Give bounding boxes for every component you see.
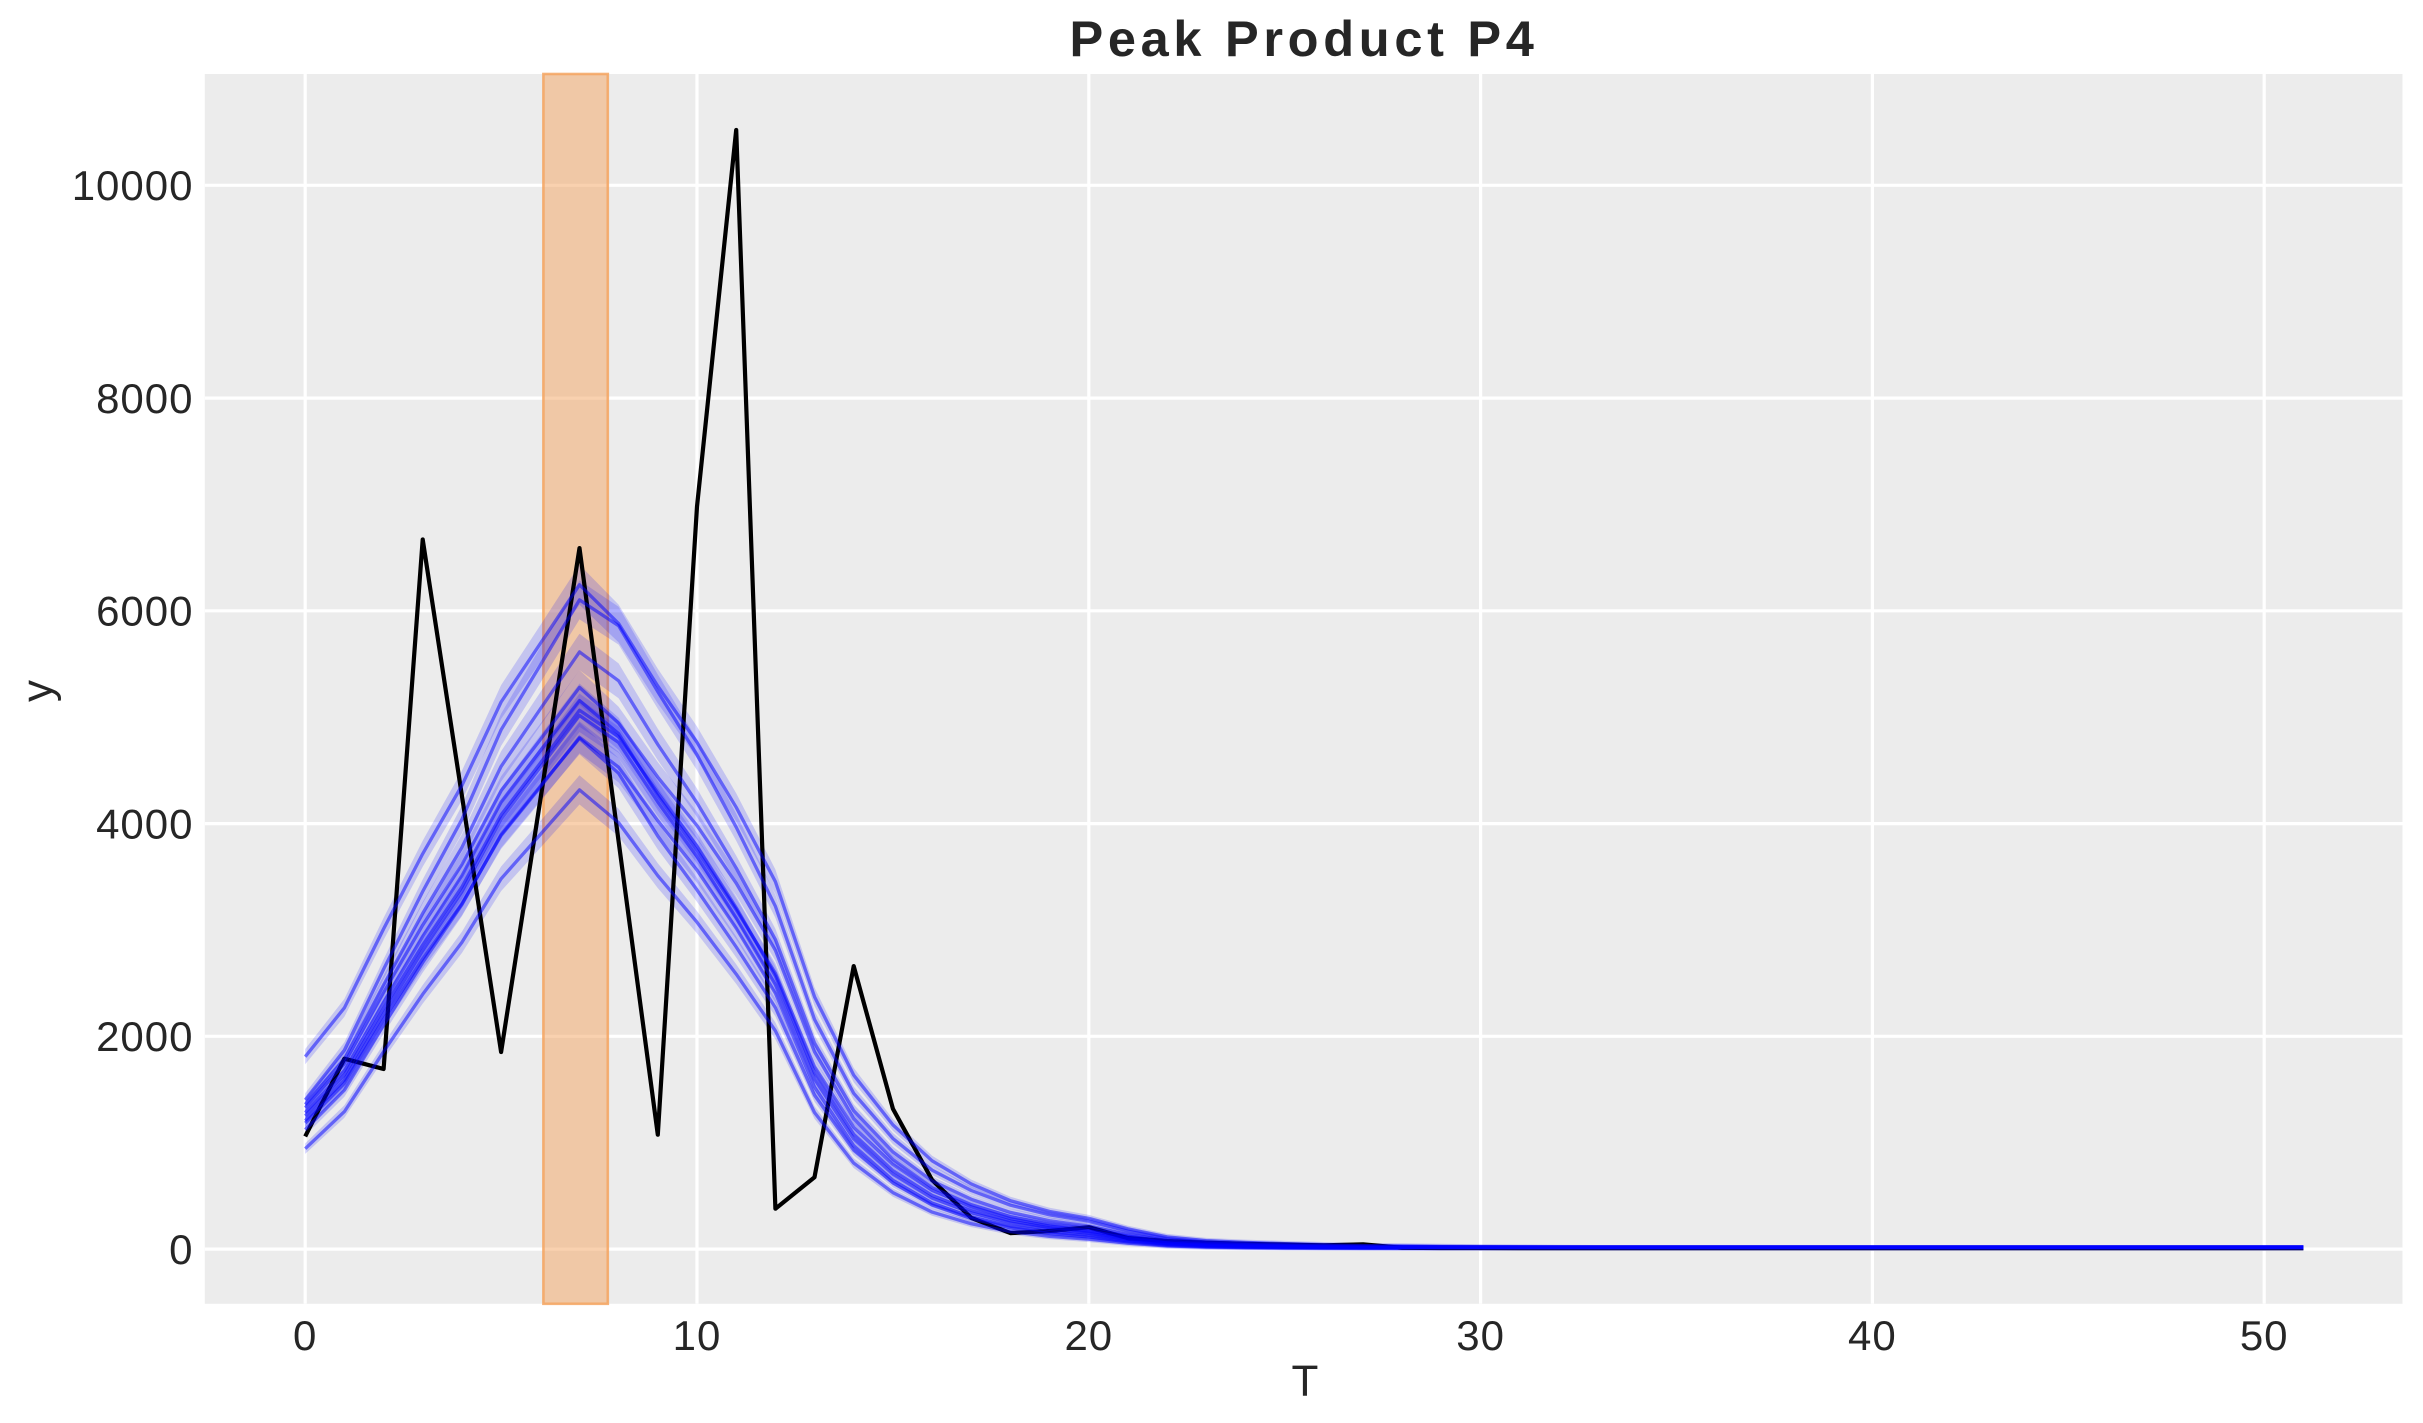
- svg-text:6000: 6000: [96, 588, 193, 635]
- svg-text:Peak Product P4: Peak Product P4: [1069, 10, 1538, 67]
- svg-text:T: T: [1291, 1356, 1318, 1405]
- svg-text:0: 0: [293, 1312, 317, 1359]
- svg-text:0: 0: [169, 1226, 193, 1273]
- svg-text:2000: 2000: [96, 1013, 193, 1060]
- svg-text:8000: 8000: [96, 375, 193, 422]
- svg-text:y: y: [13, 680, 62, 702]
- svg-text:10: 10: [673, 1312, 722, 1359]
- svg-text:10000: 10000: [72, 162, 194, 209]
- svg-text:50: 50: [2240, 1312, 2289, 1359]
- svg-text:40: 40: [1848, 1312, 1897, 1359]
- svg-text:30: 30: [1456, 1312, 1505, 1359]
- svg-text:4000: 4000: [96, 800, 193, 847]
- svg-text:20: 20: [1064, 1312, 1113, 1359]
